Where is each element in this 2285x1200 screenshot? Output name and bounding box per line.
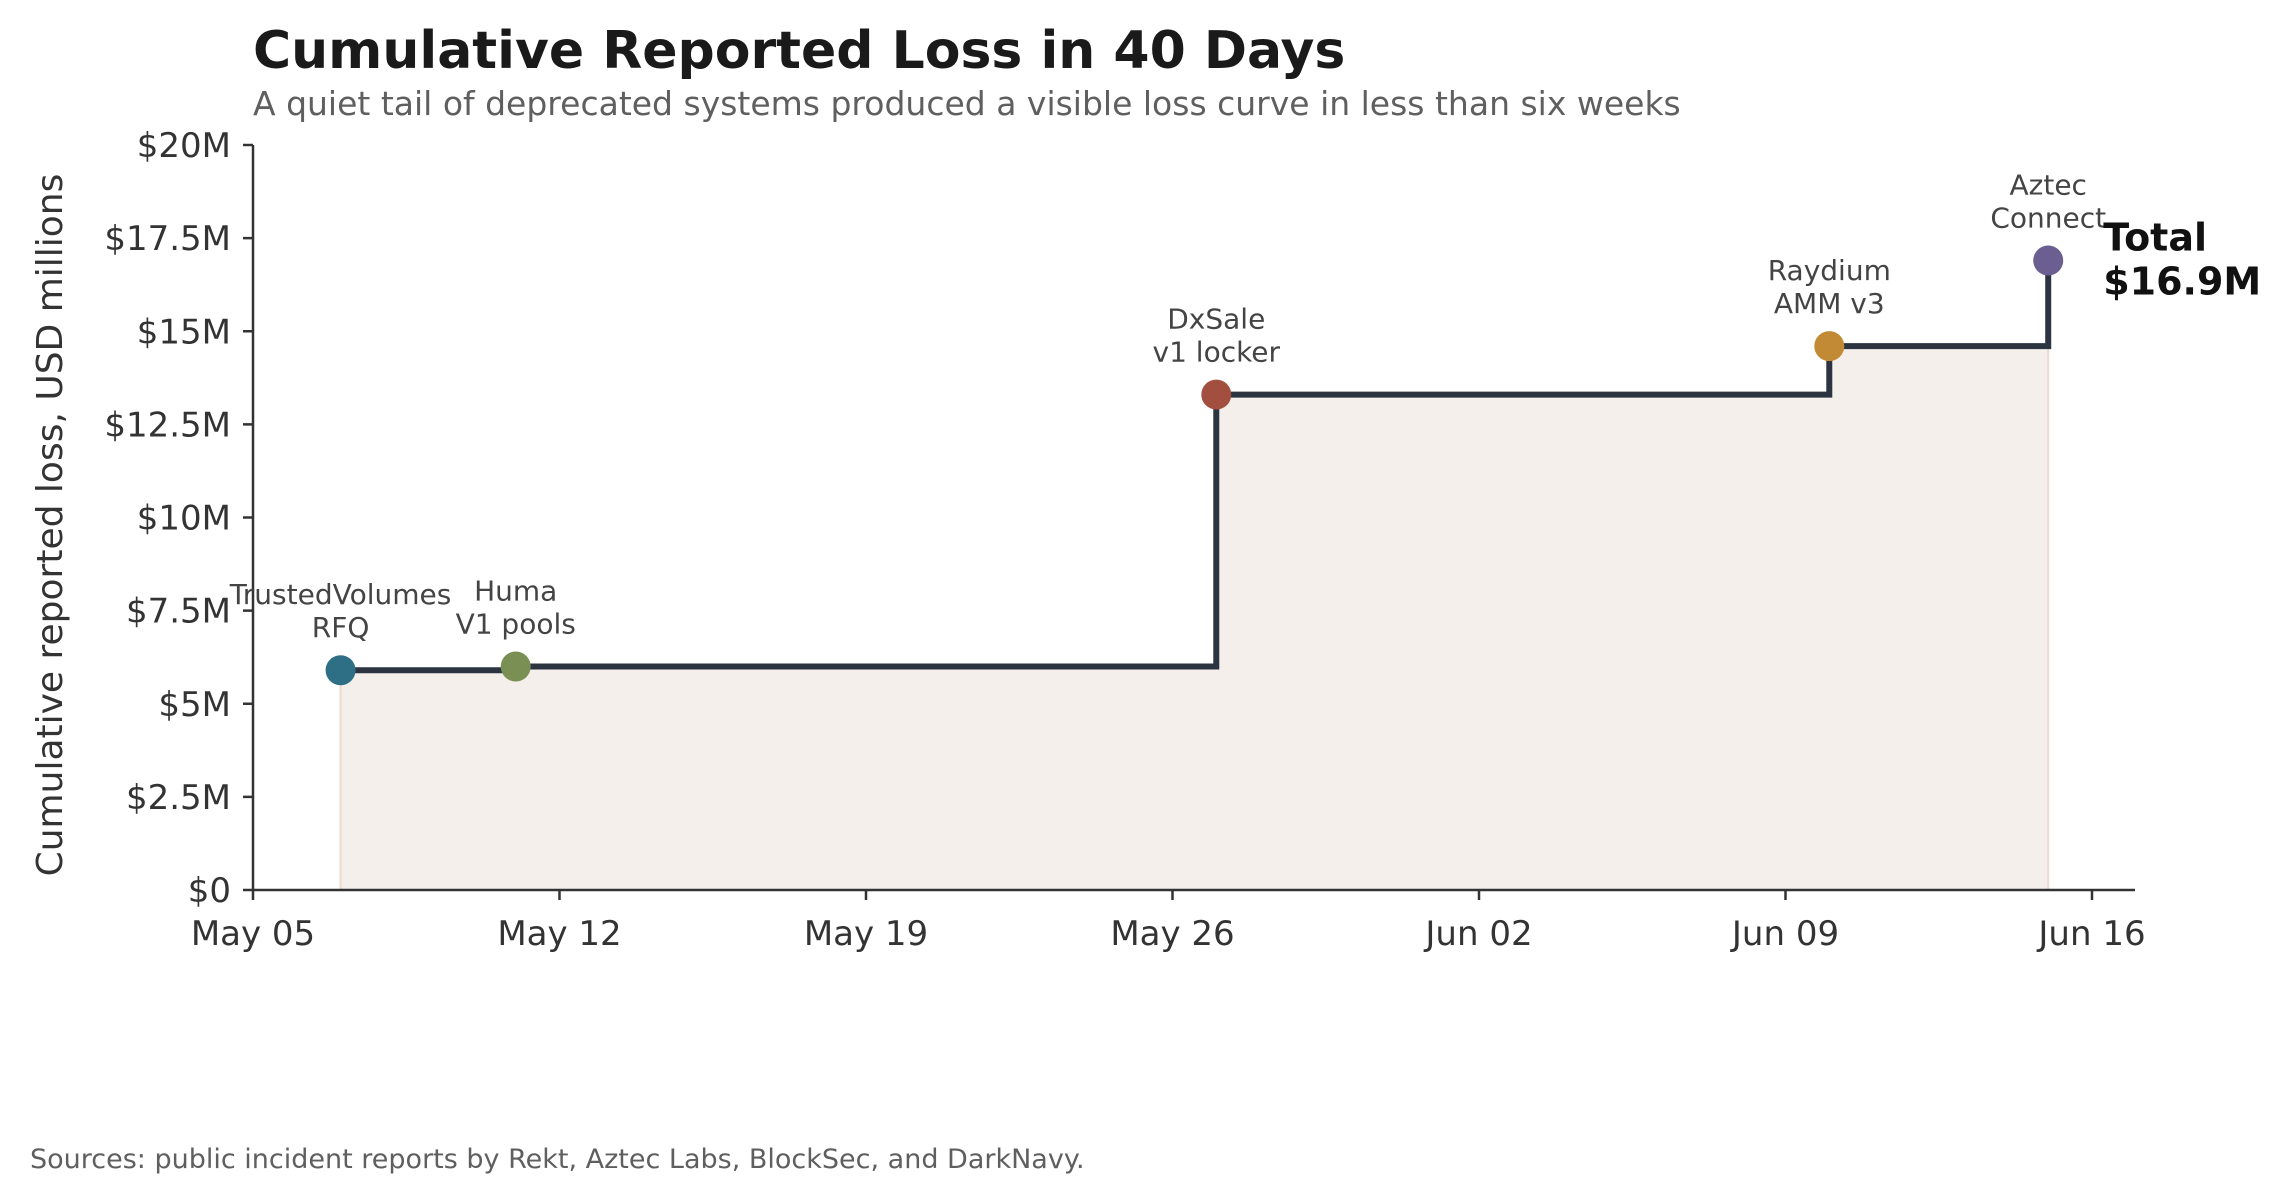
y-tick-label: $10M [137, 499, 231, 539]
incident-label: Huma [474, 575, 557, 608]
incident-label: Raydium [1768, 254, 1891, 287]
total-value: $16.9M [2103, 259, 2261, 303]
y-tick-label: $20M [137, 126, 231, 166]
incident-label: v1 locker [1153, 336, 1281, 369]
x-tick-label: May 26 [1110, 914, 1234, 954]
incident-point [325, 655, 356, 686]
x-tick-label: Jun 09 [1730, 914, 1839, 954]
incident-label: Connect [1990, 201, 2106, 234]
y-tick-label: $17.5M [104, 219, 231, 259]
chart-subtitle: A quiet tail of deprecated systems produ… [253, 84, 1681, 123]
y-tick-label: $7.5M [126, 592, 231, 632]
incident-label: DxSale [1167, 303, 1265, 336]
plot-area: $0 $2.5M $5M $7.5M $10M $12.5M $15M $17.5M $20M M… [104, 126, 2261, 954]
incident-label: V1 pools [456, 608, 576, 641]
source-note: Sources: public incident reports by Rekt… [30, 1144, 1085, 1175]
incident-point [1814, 331, 1845, 362]
y-tick-label: $12.5M [104, 405, 231, 445]
chart-title: Cumulative Reported Loss in 40 Days [253, 21, 1345, 81]
total-label: Total [2103, 215, 2207, 259]
incident-point [1201, 379, 1232, 410]
incident-point [500, 651, 531, 682]
x-tick-label: May 05 [191, 914, 315, 954]
incident-label: RFQ [312, 611, 370, 644]
incident-label: AMM v3 [1774, 287, 1885, 320]
y-axis-label: Cumulative reported loss, USD millions [30, 174, 71, 877]
area-fill [340, 260, 2049, 891]
y-tick-label: $0 [188, 871, 231, 911]
y-tick-label: $5M [158, 685, 231, 725]
y-tick-label: $15M [137, 312, 231, 352]
incident-point [2033, 245, 2064, 276]
y-tick-label: $2.5M [126, 778, 231, 818]
x-tick-label: Jun 02 [1423, 914, 1532, 954]
x-tick-label: May 19 [804, 914, 928, 954]
x-tick-label: Jun 16 [2036, 914, 2145, 954]
x-tick-label: May 12 [497, 914, 621, 954]
incident-label: TrustedVolumes [229, 578, 452, 611]
incident-label: Aztec [2009, 168, 2086, 201]
